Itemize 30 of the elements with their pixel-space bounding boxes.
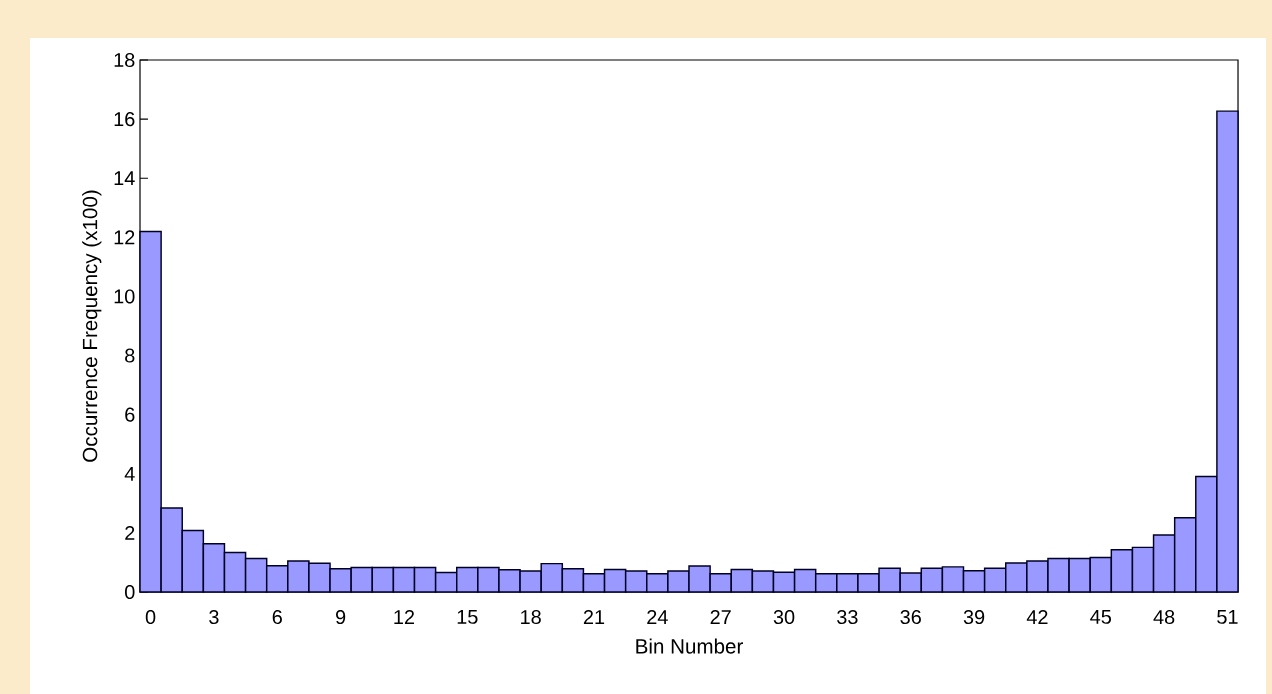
x-tick-label: 0 <box>145 609 156 625</box>
y-tick-label: 0 <box>125 584 135 600</box>
y-tick-label: 16 <box>114 112 135 127</box>
y-tick-label: 12 <box>114 230 135 245</box>
x-tick-label: 48 <box>1153 609 1175 625</box>
x-tick-label: 15 <box>457 609 478 624</box>
x-tick-label: 24 <box>647 609 668 624</box>
x-tick-label: 45 <box>1090 609 1112 624</box>
x-tick-label: 6 <box>272 609 282 625</box>
x-tick-label: 21 <box>583 609 605 624</box>
y-tick-label: 6 <box>125 407 135 422</box>
y-tick-label: 10 <box>114 289 135 304</box>
x-tick-label: 36 <box>900 609 921 625</box>
y-tick-label: 14 <box>114 171 135 186</box>
y-tick-label: 4 <box>124 466 135 481</box>
y-tick-label: 2 <box>125 525 135 540</box>
x-tick-label: 39 <box>963 609 985 625</box>
x-tick-label: 12 <box>394 609 415 624</box>
x-axis-title: Bin Number <box>636 638 743 654</box>
y-tick-label: 18 <box>114 52 135 68</box>
x-tick-label: 30 <box>773 609 795 625</box>
x-tick-label: 42 <box>1026 609 1048 624</box>
x-tick-label: 33 <box>837 609 858 625</box>
y-tick-label: 8 <box>125 348 135 363</box>
x-tick-label: 9 <box>336 609 346 625</box>
x-tick-label: 27 <box>710 609 731 624</box>
y-axis-title: Occurrence Frequency (x100) <box>82 190 102 462</box>
x-tick-label: 3 <box>209 609 219 625</box>
x-tick-label: 18 <box>521 609 541 625</box>
x-tick-label: 51 <box>1217 609 1238 624</box>
